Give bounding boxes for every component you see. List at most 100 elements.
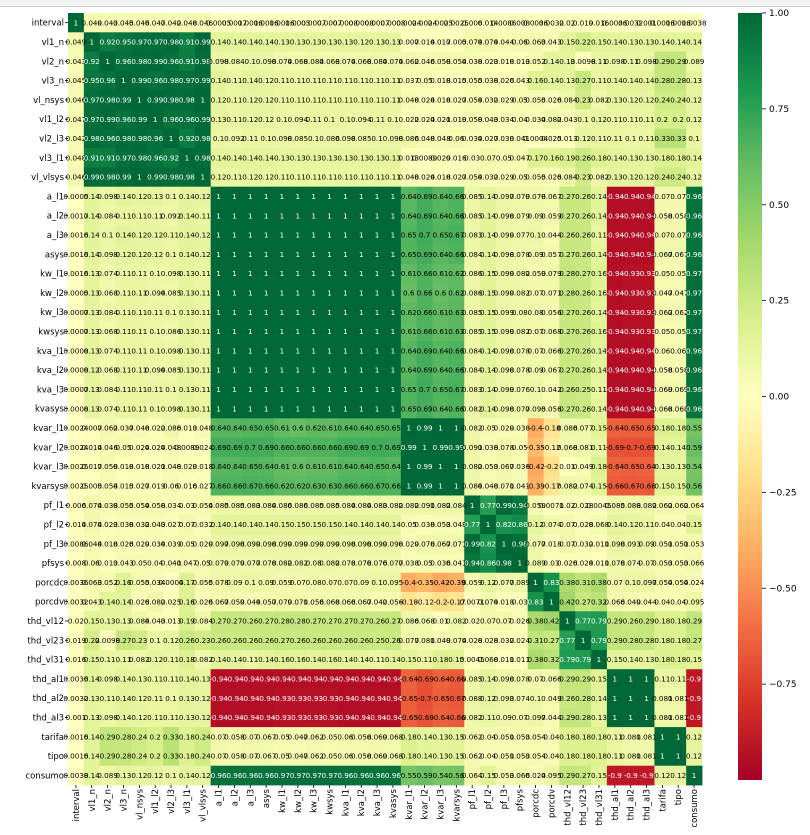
cell-value: 1 [375,404,380,413]
y-tick-label: tarifa [41,733,64,743]
cell-value: 0.1 [625,134,636,143]
heatmap-cell [654,225,671,245]
heatmap-cell [654,32,671,52]
cell-value: 0.82 [480,539,496,548]
cell-value: 0.64 [211,424,227,433]
cell-value: 0.12 [147,771,163,780]
heatmap-cell [686,244,703,265]
cell-value: 0.14 [211,153,227,162]
y-tick-label: pf_l3 [44,540,64,550]
cell-value: 1 [264,269,269,278]
cell-value: 0.13 [432,732,448,741]
cell-value: 0.27 [575,269,591,278]
cell-value: 0.96 [686,404,702,413]
cell-value: 1 [644,694,649,703]
cell-value: 0.27 [543,636,559,645]
heatmap-cell [559,244,576,265]
heatmap-cell [369,90,386,110]
heatmap-cell [258,206,275,226]
cell-value: 0.18 [654,617,670,626]
cell-value: 1 [105,57,110,66]
heatmap-cell [163,244,180,265]
heatmap-cell [337,109,354,130]
cell-value: 0.17 [528,153,544,162]
cell-value: 0.96 [258,771,274,780]
y-tick-label: thd_al2 [33,694,64,704]
heatmap-cell [210,283,227,303]
cell-value: 0.26 [353,636,369,645]
heatmap-cell [495,186,513,207]
heatmap-cell [131,13,148,33]
cell-value: 0.27 [322,617,338,626]
heatmap-cell [68,302,85,323]
cell-value: 0.66 [417,308,433,317]
heatmap-cell [670,51,687,72]
heatmap-cell [369,70,386,91]
cell-value: 0.69 [211,443,227,452]
cell-value: 1 [137,95,142,104]
y-tick-label: kvasys [35,405,65,415]
cell-value: 1 [359,269,364,278]
cell-value: 0.049 [66,38,87,47]
heatmap-cell [670,186,687,207]
cell-value: 1 [406,462,411,471]
cell-value: 0.61 [322,462,338,471]
heatmap-cell [226,32,243,52]
heatmap-cell [305,283,322,303]
heatmap-cell [178,167,196,188]
heatmap-cell [68,109,85,130]
cell-value: 0.65 [369,462,385,471]
cell-value: 1 [296,404,301,413]
cell-value: 1 [391,288,396,297]
heatmap-cell [448,90,465,110]
cell-value: 0.12 [195,231,211,240]
heatmap-cell [353,225,370,245]
cell-value: 0.12 [686,115,702,124]
cell-value: 0.14 [115,192,131,201]
cell-value: 0.095 [383,578,404,587]
heatmap-cell [686,90,703,110]
cell-value: 0.14 [242,153,258,162]
heatmap-cell [163,13,180,33]
heatmap-cell [337,186,354,207]
cell-value: 0.96 [147,153,163,162]
cell-value: 1 [311,404,316,413]
heatmap-cell [289,263,307,284]
cell-value: 0.64 [432,192,448,201]
heatmap-cell [99,302,116,323]
cell-value: 0.14 [84,231,100,240]
heatmap-cell [416,186,433,207]
heatmap-cell [289,225,307,245]
cell-value: 0.081 [636,752,657,761]
cell-value: 1 [248,269,253,278]
cell-value: 0.18 [670,153,686,162]
heatmap-cell [226,51,243,72]
heatmap-cell [654,128,671,149]
heatmap-cell [321,167,338,188]
cell-value: 1 [597,655,602,664]
cell-value: 0.13 [131,674,147,683]
y-tick-label: vl2_l3 [39,134,64,144]
cell-value: 1 [248,327,253,336]
heatmap-cell [194,109,212,130]
heatmap-cell [385,128,402,149]
cell-value: 0.13 [607,173,623,182]
heatmap-cell [432,186,449,207]
colorbar-tick-label: 0.25 [769,297,789,307]
heatmap-cell [654,148,671,168]
cell-value: 0.1 [149,346,160,355]
cell-value: 0.14 [258,38,274,47]
x-axis-labels: interval vl1_n vl2_n vl3_n vl_nsys vl1_l2 vl2_… [72,785,700,828]
cell-value: 0.077 [509,231,530,240]
cell-value: 0.94 [464,559,480,568]
heatmap-cell [226,225,243,245]
heatmap-cell [226,186,243,207]
heatmap-cell [83,32,101,52]
cell-value: 0.12 [131,771,147,780]
cell-value: 0.14 [179,192,195,201]
cell-value: 0.08 [512,308,528,317]
heatmap-cell [99,13,116,33]
cell-value: 0.65 [432,231,448,240]
cell-value: 1 [343,211,348,220]
cell-value: 0.27 [211,617,227,626]
